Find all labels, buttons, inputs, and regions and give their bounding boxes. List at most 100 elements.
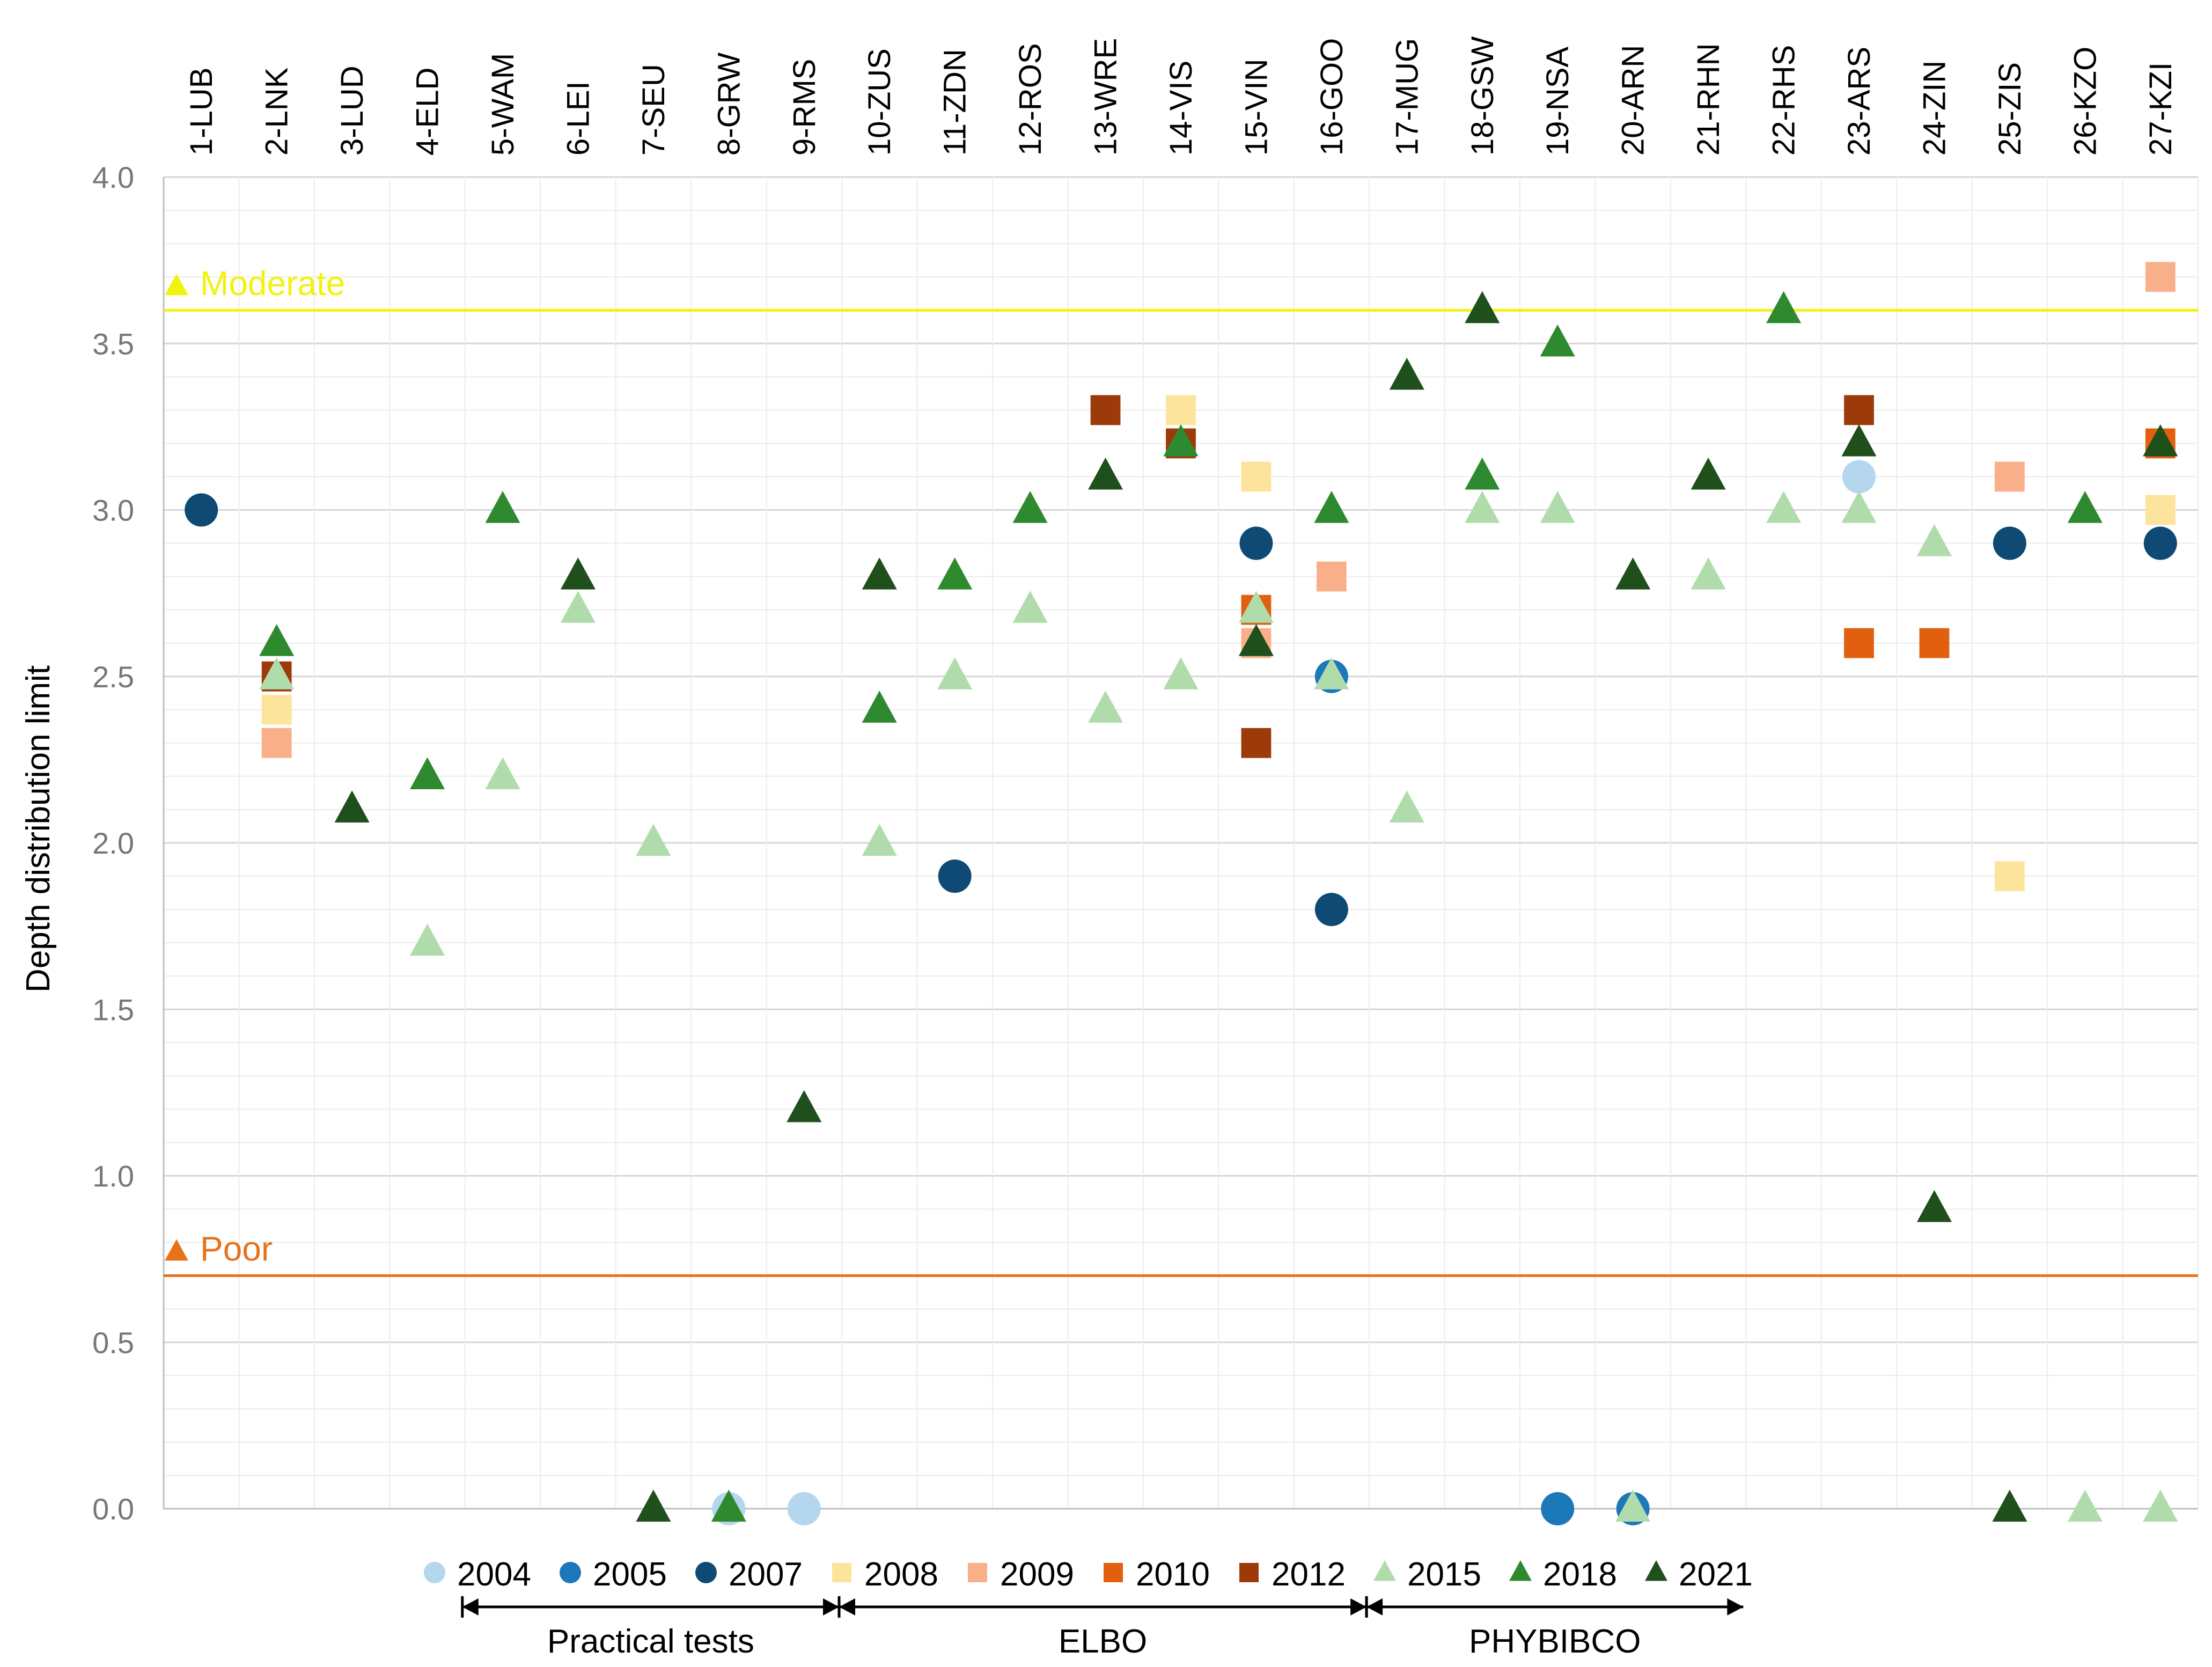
- phase-annotations: Practical tests ELBO PHYBIBCO: [461, 1596, 1744, 1660]
- data-point: [862, 557, 897, 590]
- category-label: 27-KZI: [2143, 62, 2178, 156]
- data-point: [1166, 395, 1196, 425]
- data-point: [2067, 490, 2103, 523]
- data-point: [1314, 490, 1349, 523]
- category-label: 20-ARN: [1616, 45, 1651, 156]
- data-point: [1465, 457, 1500, 490]
- data-point: [1163, 657, 1199, 689]
- data-point: [1615, 557, 1651, 590]
- data-point: [711, 1489, 746, 1522]
- data-point: [1992, 1489, 2027, 1522]
- category-label: 18-GSW: [1465, 36, 1500, 156]
- phase-practical-tests: Practical tests: [461, 1596, 841, 1660]
- data-point: [1841, 490, 1877, 523]
- data-point: [1916, 1189, 1952, 1222]
- category-label: 11-ZDN: [938, 49, 973, 156]
- data-point: [1239, 526, 1273, 560]
- data-point: [1088, 691, 1123, 723]
- phase-label: ELBO: [1059, 1623, 1147, 1660]
- category-labels: 1-LUB 2-LNK 3-LUD 4-ELD 5-WAM 6-LEI 7-SEU 8-GRW…: [184, 36, 2178, 156]
- phase-arrowhead-left-icon: [1366, 1598, 1383, 1615]
- data-point: [1389, 790, 1424, 823]
- data-point: [1316, 561, 1347, 592]
- category-label: 16-GOO: [1314, 38, 1349, 156]
- category-label: 19-NSA: [1540, 47, 1575, 156]
- axes: [163, 177, 2198, 1510]
- phase-arrowhead-right-icon: [823, 1598, 839, 1615]
- data-point: [787, 1090, 822, 1122]
- legend-label: 2004: [457, 1556, 531, 1593]
- data-point: [1465, 490, 1500, 523]
- data-point: [560, 591, 596, 623]
- data-point: [1919, 628, 1950, 658]
- y-tick-labels: 0.0 0.5 1.0 1.5 2.0 2.5 3.0 3.5 4.0: [92, 160, 134, 1526]
- category-label: 2-LNK: [260, 67, 295, 156]
- category-label: 15-VIN: [1239, 58, 1274, 156]
- legend-label: 2015: [1407, 1556, 1481, 1593]
- data-point: [1540, 324, 1575, 357]
- reference-label-moderate: Moderate: [200, 264, 345, 303]
- data-point: [636, 824, 671, 856]
- data-point: [1314, 657, 1349, 689]
- category-label: 1-LUB: [184, 68, 219, 156]
- series-2015: [259, 490, 2178, 1522]
- legend: 2004 2005 2007 2008 2009 2010 2012 2015 2018 2021: [424, 1556, 1753, 1593]
- data-point: [2145, 495, 2176, 525]
- y-tick-label: 3.5: [92, 327, 134, 361]
- legend-label: 2021: [1679, 1556, 1753, 1593]
- y-tick-label: 4.0: [92, 160, 134, 194]
- data-point: [261, 728, 292, 758]
- y-tick-label: 2.5: [92, 660, 134, 694]
- series-2021: [334, 291, 2178, 1522]
- data-point: [259, 624, 295, 656]
- data-point: [1012, 591, 1048, 623]
- phase-phybibco: PHYBIBCO: [1365, 1596, 1744, 1660]
- reference-lines: Moderate Poor: [164, 264, 2198, 1277]
- series-2007: [185, 493, 2177, 927]
- data-point: [185, 493, 218, 527]
- category-label: 7-SEU: [636, 64, 671, 156]
- legend-label: 2007: [729, 1556, 803, 1593]
- phase-label: PHYBIBCO: [1469, 1623, 1641, 1660]
- legend-marker-icon: [1104, 1563, 1123, 1582]
- data-point: [334, 790, 370, 823]
- series-2008: [261, 395, 2176, 891]
- series-2005: [1314, 659, 1650, 1525]
- data-point: [1691, 457, 1726, 490]
- legend-marker-icon: [695, 1562, 717, 1583]
- data-point: [1238, 624, 1274, 656]
- data-point: [410, 923, 445, 956]
- category-label: 24-ZIN: [1917, 61, 1952, 156]
- data-point: [1842, 460, 1876, 494]
- data-point: [1241, 461, 1272, 492]
- reference-marker-icon: [165, 274, 188, 296]
- category-label: 10-ZUS: [862, 48, 897, 156]
- phase-arrowhead-left-icon: [462, 1598, 479, 1615]
- legend-marker-icon: [1509, 1560, 1532, 1581]
- category-label: 5-WAM: [486, 53, 520, 156]
- category-label: 17-MUG: [1390, 38, 1424, 156]
- category-label: 25-ZIS: [1993, 62, 2027, 156]
- legend-label: 2005: [593, 1556, 667, 1593]
- legend-marker-icon: [424, 1562, 445, 1583]
- data-point: [1314, 893, 1348, 927]
- data-point: [636, 1489, 671, 1522]
- legend-label: 2008: [864, 1556, 938, 1593]
- data-point: [937, 557, 973, 590]
- data-point: [1541, 1492, 1575, 1525]
- reference-label-poor: Poor: [200, 1230, 273, 1268]
- data-point: [1841, 424, 1877, 457]
- y-tick-label: 1.0: [92, 1159, 134, 1193]
- data-point: [862, 824, 897, 856]
- series-2018: [259, 291, 2103, 1522]
- category-label: 6-LEI: [561, 81, 596, 156]
- legend-label: 2009: [1000, 1556, 1074, 1593]
- data-point: [485, 757, 520, 789]
- data-point: [2143, 1489, 2178, 1522]
- legend-label: 2018: [1543, 1556, 1617, 1593]
- grid: [163, 176, 2199, 1510]
- data-point: [1994, 461, 2025, 492]
- y-axis-title: Depth distribution limit: [20, 665, 57, 993]
- data-point: [1090, 395, 1121, 425]
- data-point: [1012, 490, 1048, 523]
